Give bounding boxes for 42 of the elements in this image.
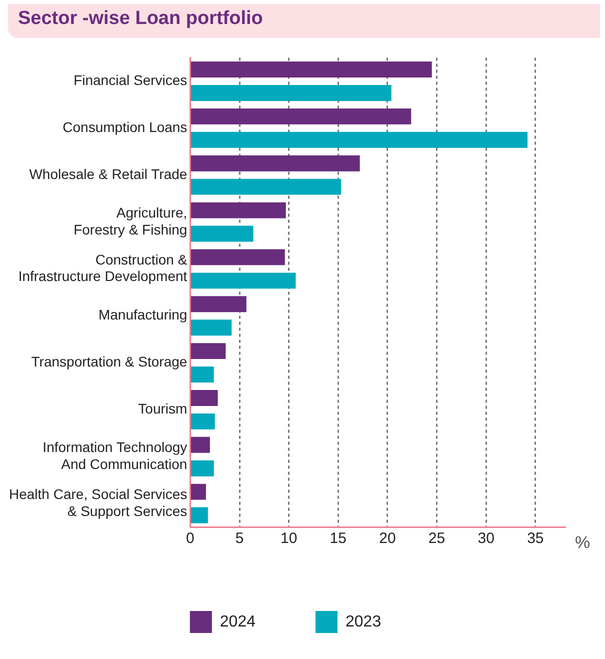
bar <box>190 484 206 500</box>
y-tick-label: Financial Services <box>74 72 188 88</box>
y-tick-label: Manufacturing <box>98 306 188 323</box>
bar <box>190 226 254 242</box>
legend-label: 2023 <box>346 613 382 630</box>
bar <box>190 296 246 312</box>
y-tick-label: Tourism <box>138 400 188 417</box>
y-tick-label: Information Technology And Communication <box>42 439 188 472</box>
chart-title: Sector -wise Loan portfolio <box>8 4 600 38</box>
x-tick-label: 20 <box>379 530 396 548</box>
bar <box>190 460 214 476</box>
bar <box>190 178 342 195</box>
x-tick-label: 25 <box>428 530 446 548</box>
y-tick-label: Transportation & Storage <box>31 354 188 370</box>
y-tick-label: Construction & Infrastructure Development <box>18 251 188 284</box>
y-tick-label: Consumption Loans <box>62 119 188 136</box>
bar <box>190 202 286 218</box>
bar <box>190 249 285 266</box>
bar <box>190 413 215 430</box>
x-tick-label: 30 <box>478 530 494 548</box>
bar <box>190 366 214 382</box>
bar <box>190 108 412 124</box>
bar <box>190 62 432 78</box>
y-tick-label: Health Care, Social Services & Support Services <box>9 486 188 519</box>
bar <box>190 343 226 360</box>
x-tick-label: 0 <box>186 530 194 548</box>
y-tick-label: Agriculture, Forestry & Fishing <box>74 204 188 238</box>
x-tick-label: 35 <box>527 530 544 548</box>
x-axis-title: % <box>575 533 590 552</box>
bar <box>190 390 218 406</box>
bar <box>190 436 210 453</box>
x-tick-label: 5 <box>235 530 244 548</box>
bar <box>190 155 360 172</box>
bar <box>190 320 232 336</box>
x-tick-label: 10 <box>280 530 298 548</box>
x-tick-label: 15 <box>330 530 346 548</box>
y-tick-label: Wholesale & Retail Trade <box>29 166 188 182</box>
bar <box>190 85 392 101</box>
bar <box>190 132 528 148</box>
bar <box>190 272 296 289</box>
legend-label: 2024 <box>220 613 256 630</box>
bar <box>190 507 208 524</box>
